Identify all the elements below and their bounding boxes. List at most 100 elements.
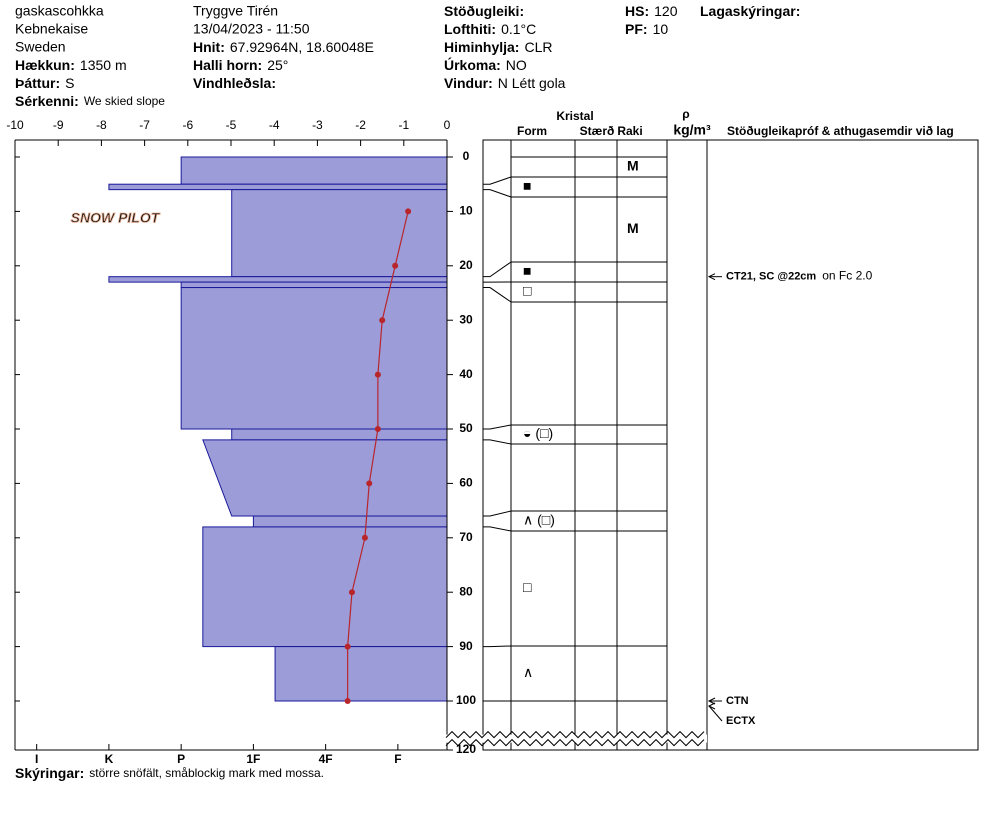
y-tick-label: 0: [463, 149, 470, 163]
temperature-point: [348, 589, 355, 596]
grain-form: ■: [523, 178, 531, 194]
field-value: 10: [653, 21, 669, 37]
field-value: 1350 m: [80, 57, 127, 73]
y-tick-label: 50: [459, 421, 473, 435]
axis-break: [445, 730, 705, 739]
field-label: Skýringar:: [15, 765, 84, 781]
hardness-tick-label: F: [394, 752, 401, 766]
y-tick-label: 80: [459, 584, 473, 598]
field-label: Lagaskýringar:: [700, 3, 800, 19]
grain-form: □: [523, 579, 532, 595]
x-tick-label: -1: [398, 118, 409, 132]
header-field: Vindhleðsla:: [193, 75, 276, 91]
x-tick-label: -2: [355, 118, 366, 132]
hardness-layer: [202, 526, 448, 648]
hardness-tick-label: P: [177, 752, 185, 766]
grain-form: □: [523, 283, 532, 299]
column-header: Stærð: [580, 124, 615, 138]
x-tick-label: 0: [444, 118, 451, 132]
x-tick-label: -9: [53, 118, 64, 132]
header-field: HS: 120: [625, 3, 678, 19]
layer-connector: [483, 287, 512, 303]
field-value: 67.92964N, 18.60048E: [230, 39, 374, 55]
field-value: N Létt gola: [498, 75, 566, 91]
temperature-line: [347, 211, 409, 701]
column-header: ρ: [682, 107, 689, 121]
moisture: M: [627, 158, 639, 174]
hardness-layer: [180, 156, 448, 185]
y-tick-label: 90: [459, 639, 473, 653]
grain-form: ∧ (□): [523, 512, 555, 528]
temperature-point: [344, 643, 351, 650]
header-text: 13/04/2023 - 11:50: [193, 21, 310, 37]
layer-table: [482, 139, 979, 751]
column-header: kg/m³: [673, 122, 711, 138]
header-field: Skýringar: större snöfält, småblockig mar…: [15, 765, 324, 781]
field-label: Sérkenni:: [15, 93, 79, 109]
field-label: PF:: [625, 21, 648, 37]
field-value: 0.1°C: [501, 21, 536, 37]
layer-connector: [483, 261, 512, 278]
header-text: Sweden: [15, 39, 66, 55]
temperature-point: [361, 534, 368, 541]
layer-connector: [483, 510, 512, 517]
header-field: Hækkun: 1350 m: [15, 57, 127, 73]
x-tick-label: -6: [182, 118, 193, 132]
field-label: Vindur:: [444, 75, 493, 91]
field-label: Himinhylja:: [444, 39, 519, 55]
y-tick-label: 40: [459, 367, 473, 381]
header-text: gaskascohkka: [15, 3, 104, 19]
field-label: Stöðugleiki:: [444, 3, 524, 19]
hardness-layer: [180, 281, 448, 289]
test-note: on Fc 2.0: [822, 269, 872, 283]
temperature-point: [405, 208, 412, 215]
layer-connector: [483, 424, 512, 430]
y-tick-label: 60: [459, 476, 473, 490]
header-field: Úrkoma: NO: [444, 56, 527, 73]
field-label: Vindhleðsla:: [193, 75, 276, 91]
x-tick-label: -4: [269, 118, 280, 132]
layer-connector: [483, 189, 512, 198]
field-label: Þáttur:: [15, 75, 60, 91]
field-value: We skied slope: [84, 94, 165, 108]
header-field: Þáttur: S: [15, 75, 74, 91]
hardness-layer: [231, 189, 448, 278]
hardness-layer: [274, 646, 448, 702]
header-field: Sérkenni: We skied slope: [15, 93, 165, 109]
test-text: CT21, SC @22cm on Fc 2.0: [726, 269, 873, 283]
axis-break-mask: [446, 734, 707, 743]
test-arrowhead: [707, 273, 716, 281]
hardness-tick-label: 4F: [319, 752, 333, 766]
header-field: Halli horn: 25°: [193, 57, 288, 73]
hardness-layer: [108, 276, 448, 283]
field-value: 120: [654, 3, 678, 19]
field-value: större snöfält, småblockig mark med moss…: [89, 766, 324, 780]
x-tick-label: -10: [6, 118, 24, 132]
hardness-tick-label: 1F: [246, 752, 260, 766]
field-label: Hækkun:: [15, 57, 75, 73]
grain-form: ◒ (□): [523, 425, 553, 441]
header-field: Himinhylja: CLR: [444, 39, 552, 55]
moisture: M: [627, 220, 639, 236]
header-text: Kebnekaise: [15, 21, 88, 37]
logo: SNOW PILOT: [71, 210, 161, 226]
temperature-point: [366, 480, 373, 487]
temperature-point: [379, 317, 386, 324]
layer-connector: [483, 526, 512, 532]
test-label: CTN: [726, 695, 749, 707]
test-label: ECTX: [726, 715, 756, 727]
hardness-layer: [231, 428, 448, 441]
field-label: Lofthiti:: [444, 21, 496, 37]
header-field: Stöðugleiki:: [444, 3, 524, 19]
header-field: Lagaskýringar:: [700, 3, 800, 19]
hardness-layer: [202, 439, 448, 517]
header-field: PF: 10: [625, 21, 668, 37]
y-tick-label: 120: [456, 742, 476, 756]
temperature-point: [374, 371, 381, 378]
y-tick-label: 30: [459, 312, 473, 326]
field-value: S: [65, 75, 74, 91]
layer-connector: [483, 645, 512, 648]
x-tick-label: -3: [312, 118, 323, 132]
